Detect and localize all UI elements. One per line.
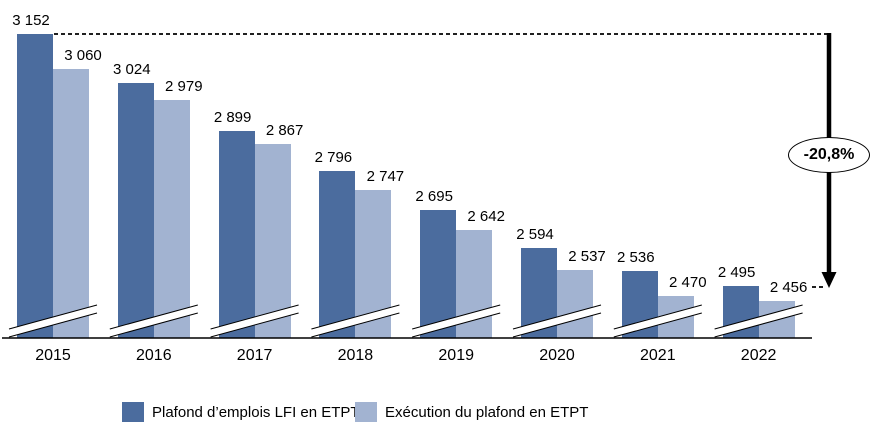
legend-item-execution: Exécution du plafond en ETPT — [355, 402, 588, 422]
legend-swatch-plafond — [122, 402, 144, 422]
value-label-execution-2021: 2 470 — [669, 274, 707, 292]
bar-execution-2015 — [53, 69, 89, 338]
value-label-plafond-2019: 2 695 — [415, 187, 453, 205]
x-axis-label-2021: 2021 — [640, 347, 676, 364]
value-label-plafond-2022: 2 495 — [717, 264, 756, 282]
value-label-execution-2020: 2 537 — [568, 248, 606, 266]
value-label-plafond-2017: 2 899 — [213, 109, 252, 127]
value-label-plafond-2016: 3 024 — [113, 61, 151, 79]
legend-label-execution: Exécution du plafond en ETPT — [385, 403, 589, 421]
value-label-plafond-2018: 2 796 — [314, 148, 353, 166]
value-label-execution-2017: 2 867 — [265, 121, 304, 139]
value-label-execution-2018: 2 747 — [366, 167, 405, 185]
x-axis-label-2015: 2015 — [35, 347, 71, 364]
value-label-plafond-2020: 2 594 — [516, 226, 554, 244]
value-label-execution-2022: 2 456 — [769, 279, 808, 297]
x-axis-label-2018: 2018 — [337, 347, 374, 364]
x-axis-label-2022: 2022 — [740, 347, 777, 364]
bar-execution-2016 — [153, 100, 190, 338]
legend-swatch-execution — [355, 402, 377, 422]
legend-label-plafond: Plafond d’emplois LFI en ETPT — [152, 403, 360, 421]
bar-plafond-2015 — [17, 34, 53, 338]
annotation-label: -20,8% — [803, 146, 855, 163]
value-label-plafond-2021: 2 536 — [617, 248, 655, 266]
annotation-ellipse: -20,8% — [788, 137, 870, 173]
x-axis-label-2016: 2016 — [136, 347, 172, 364]
bar-plafond-2016 — [117, 83, 154, 338]
value-label-execution-2019: 2 642 — [467, 207, 505, 225]
bar-plafond-2017 — [218, 131, 255, 338]
legend-item-plafond: Plafond d’emplois LFI en ETPT — [122, 402, 360, 422]
x-axis-label-2020: 2020 — [539, 347, 575, 364]
x-axis-label-2017: 2017 — [236, 347, 273, 364]
value-label-execution-2016: 2 979 — [165, 78, 203, 96]
value-label-execution-2015: 3 060 — [64, 47, 102, 65]
value-label-plafond-2015: 3 152 — [12, 12, 50, 29]
x-axis-label-2019: 2019 — [438, 347, 474, 364]
